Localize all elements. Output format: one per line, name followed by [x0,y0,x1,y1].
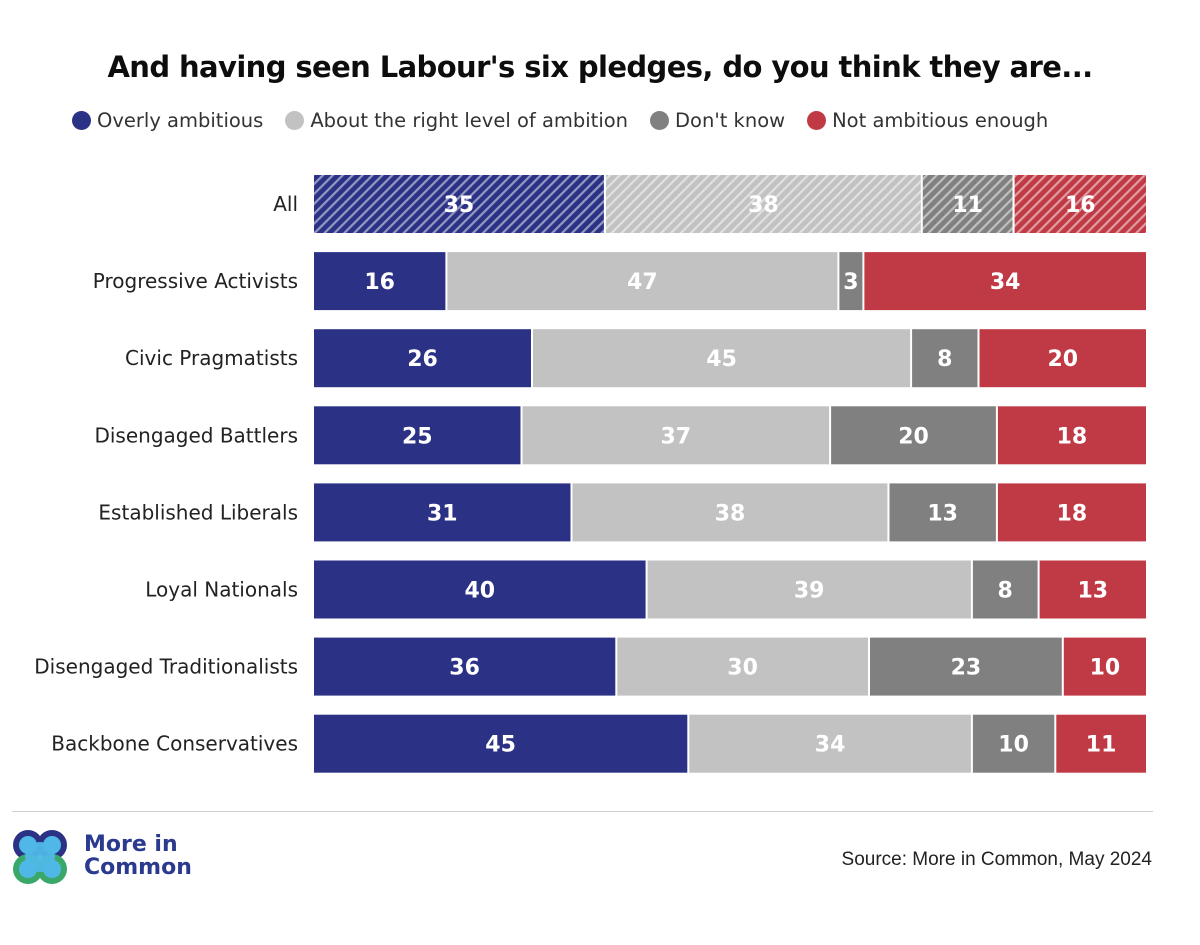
value-label-backbone-conservatives-about-the-right-level-of-ambition: 34 [815,733,846,758]
legend-item-overly-ambitious: Overly ambitious [72,109,263,132]
legend-swatch-not-ambitious-enough [807,110,827,130]
more-in-common-logo-icon [13,830,67,884]
value-label-established-liberals-don-t-know: 13 [927,501,958,526]
bar-disengaged-traditionalists-about-the-right-level-of-ambition [617,637,868,696]
value-label-all-don-t-know: 11 [952,193,983,218]
value-label-disengaged-battlers-don-t-know: 20 [898,424,929,449]
value-label-disengaged-battlers-overly-ambitious: 25 [402,424,433,449]
chart-legend: Overly ambitious About the right level o… [72,106,1070,134]
stacked-bar-chart: All 35 38 11 16 Progressive Activists 16 47 3 34 C… [34,175,1146,773]
bar-disengaged-traditionalists-overly-ambitious [314,637,616,696]
value-label-civic-pragmatists-overly-ambitious: 26 [407,347,438,372]
bar-hatch-all-not-ambitious-enough [1014,175,1146,233]
value-label-established-liberals-overly-ambitious: 31 [427,501,458,526]
bar-civic-pragmatists-about-the-right-level-of-ambition [533,329,911,388]
legend-item-right-level: About the right level of ambition [285,109,628,132]
value-label-established-liberals-about-the-right-level-of-ambition: 38 [715,501,746,526]
bar-progressive-activists-don-t-know [839,252,863,311]
brand-line-2: Common [84,855,192,880]
value-label-disengaged-traditionalists-about-the-right-level-of-ambition: 30 [727,656,758,681]
value-label-backbone-conservatives-don-t-know: 10 [998,733,1029,758]
row-label-civic-pragmatists: Civic Pragmatists [125,346,298,370]
value-label-progressive-activists-not-ambitious-enough: 34 [990,270,1021,295]
value-label-all-overly-ambitious: 35 [444,193,475,218]
row-label-backbone-conservatives: Backbone Conservatives [51,732,298,756]
row-label-all: All [273,192,298,216]
value-label-all-not-ambitious-enough: 16 [1065,193,1096,218]
value-label-loyal-nationals-not-ambitious-enough: 13 [1077,579,1108,604]
value-label-backbone-conservatives-overly-ambitious: 45 [485,733,516,758]
brand-name: More in Common [84,833,192,879]
legend-label-not-ambitious-enough: Not ambitious enough [832,108,1049,132]
value-label-loyal-nationals-about-the-right-level-of-ambition: 39 [794,579,825,604]
value-label-progressive-activists-don-t-know: 3 [843,270,858,295]
value-label-civic-pragmatists-don-t-know: 8 [937,347,952,372]
bar-loyal-nationals-overly-ambitious [314,560,646,619]
value-label-loyal-nationals-overly-ambitious: 40 [464,579,495,604]
brand-line-1: More in [84,832,178,857]
value-label-progressive-activists-about-the-right-level-of-ambition: 47 [627,270,658,295]
value-label-disengaged-battlers-not-ambitious-enough: 18 [1057,424,1088,449]
bar-civic-pragmatists-don-t-know [912,329,978,388]
bar-disengaged-battlers-overly-ambitious [314,406,521,465]
bar-loyal-nationals-not-ambitious-enough [1039,560,1146,619]
bar-established-liberals-about-the-right-level-of-ambition [572,483,888,542]
bar-established-liberals-not-ambitious-enough [997,483,1146,542]
legend-item-not-ambitious-enough: Not ambitious enough [807,109,1048,132]
bar-progressive-activists-about-the-right-level-of-ambition [447,252,838,311]
value-label-civic-pragmatists-not-ambitious-enough: 20 [1047,347,1078,372]
source-note: Source: More in Common, May 2024 [841,849,1152,870]
legend-swatch-overly-ambitious [72,110,91,130]
bar-progressive-activists-overly-ambitious [314,252,446,311]
bar-progressive-activists-not-ambitious-enough [864,252,1146,311]
value-label-established-liberals-not-ambitious-enough: 18 [1057,501,1088,526]
bar-backbone-conservatives-about-the-right-level-of-ambition [689,714,971,773]
value-label-progressive-activists-overly-ambitious: 16 [364,270,395,295]
value-label-loyal-nationals-don-t-know: 8 [998,579,1013,604]
bar-civic-pragmatists-not-ambitious-enough [979,329,1146,388]
bar-backbone-conservatives-don-t-know [972,714,1055,773]
value-label-disengaged-traditionalists-don-t-know: 23 [951,656,982,681]
row-label-established-liberals: Established Liberals [98,500,298,524]
bar-hatch-all-about-the-right-level-of-ambition [605,175,921,233]
legend-swatch-right-level [285,110,305,130]
row-label-disengaged-traditionalists: Disengaged Traditionalists [34,655,298,679]
row-label-disengaged-battlers: Disengaged Battlers [94,423,298,447]
row-label-progressive-activists: Progressive Activists [93,269,298,293]
bar-established-liberals-don-t-know [889,483,996,542]
value-label-disengaged-traditionalists-not-ambitious-enough: 10 [1090,656,1121,681]
bar-established-liberals-overly-ambitious [314,483,571,542]
legend-swatch-dont-know [650,110,670,130]
bar-loyal-nationals-don-t-know [972,560,1038,619]
legend-item-dont-know: Don't know [650,109,785,132]
bar-backbone-conservatives-overly-ambitious [314,714,688,773]
legend-label-dont-know: Don't know [675,108,786,132]
bar-disengaged-battlers-about-the-right-level-of-ambition [522,406,830,465]
bar-disengaged-battlers-don-t-know [831,406,996,465]
bar-disengaged-traditionalists-not-ambitious-enough [1063,637,1146,696]
bar-disengaged-traditionalists-don-t-know [870,637,1062,696]
bar-backbone-conservatives-not-ambitious-enough [1056,714,1146,773]
value-label-disengaged-battlers-about-the-right-level-of-ambition: 37 [660,424,691,449]
bar-civic-pragmatists-overly-ambitious [314,329,531,388]
bar-hatch-all-don-t-know [922,175,1013,233]
footer-divider [12,811,1153,812]
value-label-civic-pragmatists-about-the-right-level-of-ambition: 45 [706,347,737,372]
value-label-all-about-the-right-level-of-ambition: 38 [748,193,779,218]
bar-hatch-all-overly-ambitious [314,175,604,233]
value-label-backbone-conservatives-not-ambitious-enough: 11 [1086,733,1117,758]
row-label-loyal-nationals: Loyal Nationals [145,578,298,602]
value-label-disengaged-traditionalists-overly-ambitious: 36 [449,656,480,681]
legend-label-overly-ambitious: Overly ambitious [97,108,264,132]
bar-disengaged-battlers-not-ambitious-enough [997,406,1146,465]
bar-loyal-nationals-about-the-right-level-of-ambition [647,560,971,619]
legend-label-right-level: About the right level of ambition [310,108,629,132]
chart-title: And having seen Labour's six pledges, do… [107,50,1093,84]
